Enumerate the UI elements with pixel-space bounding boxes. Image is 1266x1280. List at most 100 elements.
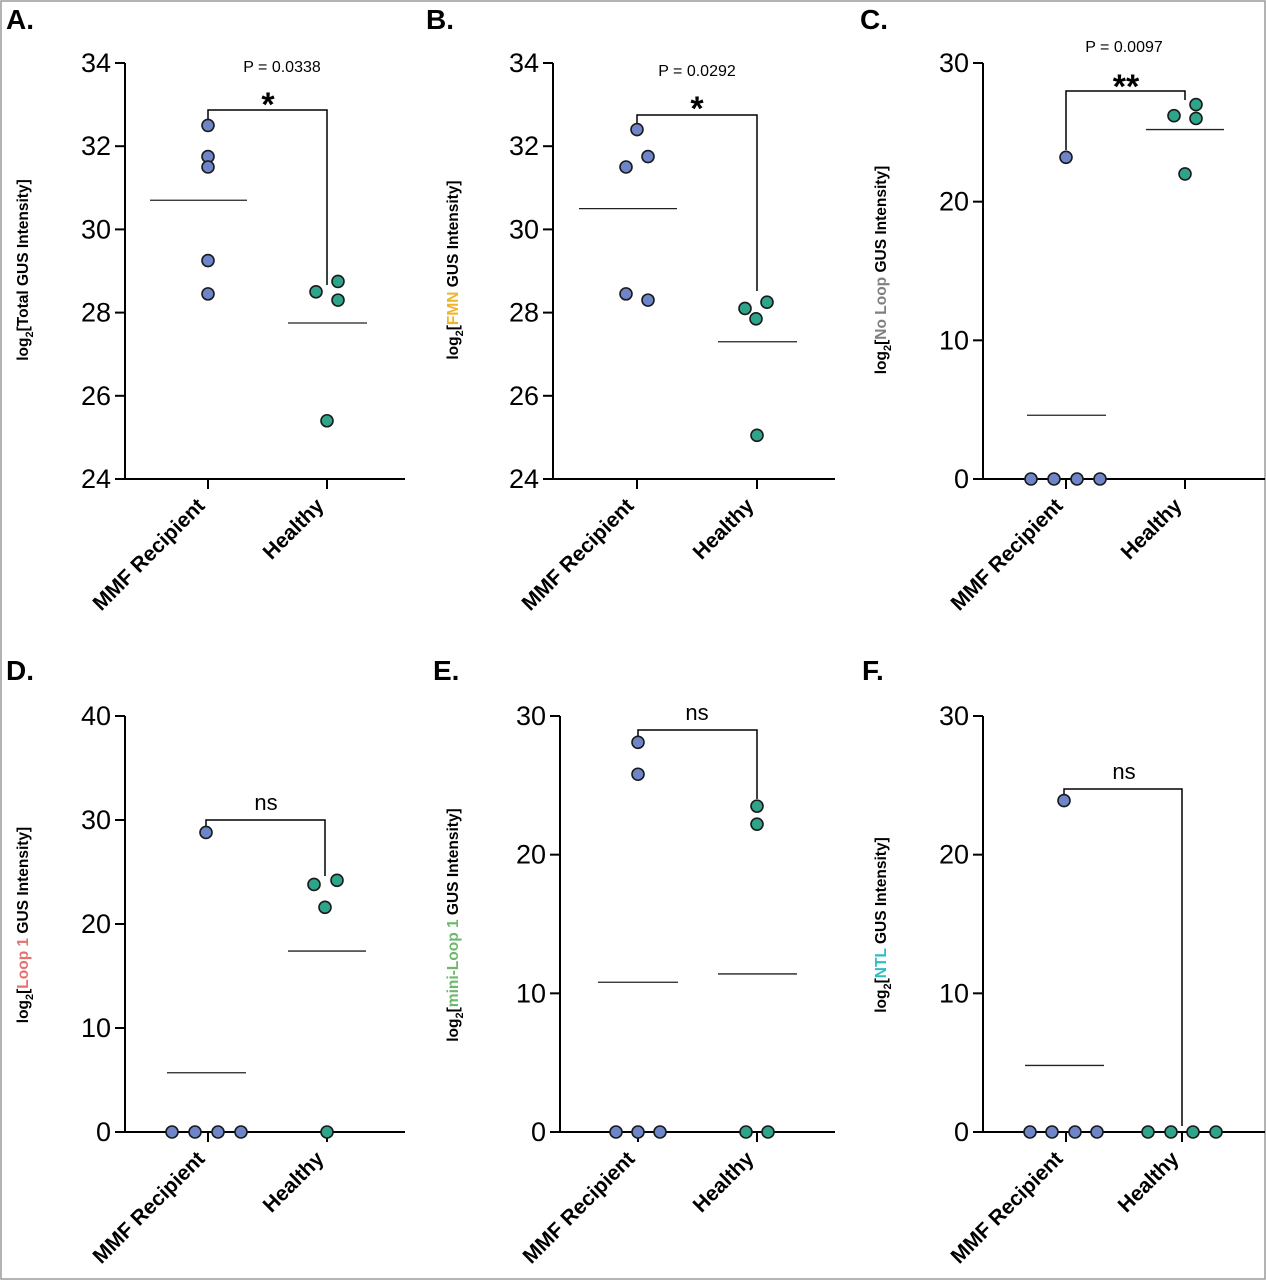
x-category-label: MMF Recipient [518,1147,639,1268]
data-point-mmf [641,293,655,307]
x-category-label: Healthy [259,494,329,564]
y-tick-label: 0 [954,464,969,494]
x-category-label: MMF Recipient [946,1147,1067,1268]
data-point-healthy [738,301,752,316]
data-point-healthy [1167,108,1181,123]
data-point-mmf [1068,1125,1082,1139]
data-point-healthy [1189,97,1203,112]
panel-letter: B. [426,4,454,35]
significance-bracket [1063,788,1183,1126]
data-point-mmf [1070,472,1084,486]
data-point-healthy [1209,1125,1223,1139]
y-tick-label: 30 [516,701,546,731]
data-point-mmf [201,253,215,268]
y-tick-label: 24 [509,464,539,494]
y-tick-label: 20 [516,840,546,870]
y-tick-label: 34 [509,48,539,78]
x-category-label: MMF Recipient [88,494,209,615]
data-point-healthy [331,274,345,289]
data-point-healthy [320,1125,334,1139]
data-point-mmf [201,160,215,174]
data-point-healthy [750,799,764,813]
x-category-label: Healthy [1114,1147,1184,1217]
data-point-healthy [1141,1125,1155,1139]
data-point-healthy [739,1125,753,1139]
data-point-mmf [188,1125,202,1139]
data-point-mmf [1093,472,1107,486]
chart-panel-6: F. 0 10 20 30 MMF Recipient Healthy log2[NTL GU… [862,655,1265,1268]
data-point-mmf [211,1125,225,1139]
y-axis-label: log2[Total GUS Intensity] [15,179,36,361]
y-tick-label: 30 [509,214,539,244]
x-category-label: Healthy [1117,494,1187,564]
data-point-mmf [1047,472,1061,486]
data-point-healthy [1178,167,1192,181]
y-tick-label: 28 [509,298,539,328]
y-tick-label: 20 [939,840,969,870]
significance-bracket [205,819,326,876]
y-tick-label: 30 [81,214,111,244]
data-point-mmf [1059,150,1073,165]
data-point-healthy [320,413,334,428]
significance-label: ns [1112,759,1135,784]
data-point-mmf [619,287,633,301]
y-axis-label: log2[NTL GUS Intensity] [873,837,894,1013]
data-point-mmf [619,160,633,174]
p-value-label: P = 0.0097 [1085,39,1163,56]
data-point-mmf [1024,472,1038,486]
data-point-healthy [749,312,763,326]
data-point-mmf [201,287,215,301]
data-point-mmf [1090,1125,1104,1139]
data-point-healthy [1164,1125,1178,1139]
y-tick-label: 10 [81,1013,111,1043]
y-tick-label: 28 [81,298,111,328]
data-point-mmf [609,1125,623,1139]
y-tick-label: 30 [81,805,111,835]
chart-panel-5: E. 0 10 20 30 MMF Recipient Healthy log2[mini-L… [433,655,835,1268]
y-tick-label: 26 [81,381,111,411]
y-tick-label: 0 [531,1117,546,1147]
significance-label: ns [254,790,277,815]
panel-letter: F. [862,655,884,686]
data-point-mmf [234,1125,248,1139]
y-tick-label: 40 [81,701,111,731]
p-value-label: P = 0.0338 [243,59,321,76]
significance-bracket [207,109,328,285]
data-point-mmf [653,1125,667,1139]
panel-letter: D. [6,655,34,686]
y-tick-label: 10 [939,325,969,355]
x-category-label: Healthy [259,1147,329,1217]
chart-panel-3: C. 0 10 20 30 MMF Recipient Healthy log2[No Loo… [860,4,1265,615]
data-point-healthy [750,428,764,443]
data-point-mmf [631,735,645,750]
p-value-label: P = 0.0292 [658,63,736,80]
y-axis-label: log2[No Loop GUS Intensity] [873,166,894,375]
y-tick-label: 10 [939,978,969,1008]
data-point-mmf [641,149,655,164]
data-point-healthy [318,900,332,915]
y-tick-label: 32 [509,131,539,161]
y-tick-label: 0 [96,1117,111,1147]
y-tick-label: 32 [81,131,111,161]
data-point-mmf [631,767,645,782]
data-point-mmf [165,1125,179,1139]
data-point-healthy [331,293,345,307]
panel-letter: E. [433,655,459,686]
data-point-mmf [631,1125,645,1139]
y-tick-label: 0 [954,1117,969,1147]
y-tick-label: 24 [81,464,111,494]
x-category-label: Healthy [689,1147,759,1217]
chart-panel-1: A. 24 26 28 30 32 34 MMF Recipient Healthy log2[T… [6,4,405,615]
significance-label: * [690,90,704,128]
x-category-label: Healthy [689,494,759,564]
significance-bracket [637,729,758,799]
data-point-mmf [201,118,215,133]
significance-bracket [1065,90,1186,150]
data-point-healthy [761,1125,775,1139]
significance-label: ns [685,700,708,725]
data-point-mmf [199,825,213,840]
data-point-healthy [307,877,321,892]
y-tick-label: 26 [509,381,539,411]
